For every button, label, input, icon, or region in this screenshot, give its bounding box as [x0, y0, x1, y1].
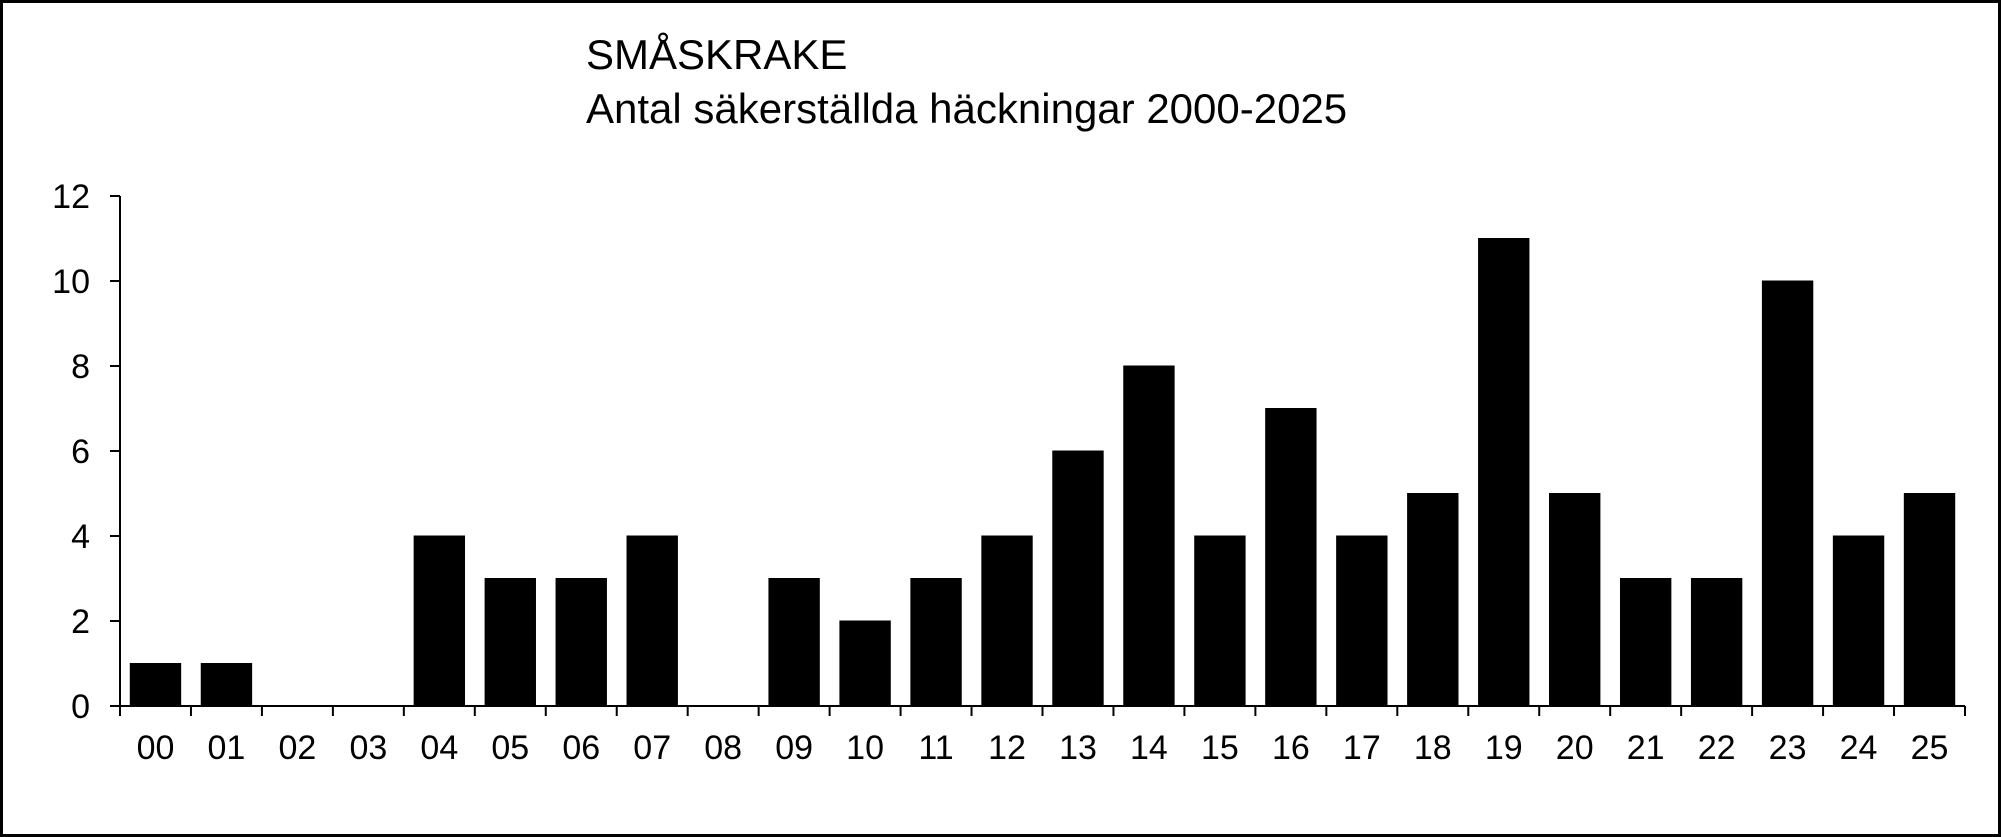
x-tick-label: 04 — [420, 729, 458, 767]
bar-06 — [555, 578, 607, 707]
bar-19 — [1478, 238, 1530, 707]
x-tick-label: 00 — [137, 729, 175, 767]
bar-11 — [910, 578, 962, 707]
bar-12 — [981, 535, 1033, 707]
x-tick-label: 17 — [1343, 729, 1381, 767]
bar-16 — [1265, 408, 1317, 707]
bar-07 — [626, 535, 678, 707]
x-tick-label: 10 — [846, 729, 884, 767]
bar-series — [129, 238, 1956, 707]
x-tick-label: 21 — [1627, 729, 1665, 767]
x-tick-label: 07 — [633, 729, 671, 767]
y-axis: 0 2 4 6 8 10 12 — [52, 178, 121, 726]
x-tick-label: 25 — [1911, 729, 1949, 767]
x-tick-label: 01 — [208, 729, 246, 767]
chart-subtitle: Antal säkerställda häckningar 2000-2025 — [586, 85, 1347, 132]
bar-14 — [1123, 365, 1175, 707]
bar-00 — [129, 663, 182, 707]
bar-15 — [1194, 535, 1246, 707]
bar-22 — [1690, 578, 1743, 707]
y-tick-label: 0 — [71, 688, 90, 726]
x-tick-label: 12 — [988, 729, 1026, 767]
x-tick-label: 02 — [278, 729, 316, 767]
bar-21 — [1619, 578, 1672, 707]
bar-01 — [200, 663, 253, 707]
x-tick-label: 16 — [1272, 729, 1310, 767]
x-tick-label: 08 — [704, 729, 742, 767]
x-tick-label: 20 — [1556, 729, 1594, 767]
bar-05 — [484, 578, 536, 707]
y-tick-label: 10 — [52, 263, 90, 301]
bar-17 — [1336, 535, 1388, 707]
chart-title: SMÅSKRAKE — [586, 31, 847, 78]
bar-20 — [1549, 493, 1601, 707]
x-tick-label: 18 — [1414, 729, 1452, 767]
x-tick-label: 24 — [1840, 729, 1878, 767]
x-tick-label: 14 — [1130, 729, 1168, 767]
x-tick-label: 23 — [1769, 729, 1807, 767]
bar-13 — [1052, 450, 1104, 707]
x-tick-label: 03 — [349, 729, 387, 767]
bar-10 — [839, 620, 891, 707]
bar-24 — [1832, 535, 1885, 707]
x-tick-label: 11 — [918, 729, 953, 767]
bar-chart: SMÅSKRAKE Antal säkerställda häckningar … — [52, 31, 1966, 767]
x-tick-label: 13 — [1059, 729, 1097, 767]
x-tick-label: 19 — [1485, 729, 1523, 767]
x-tick-label: 09 — [775, 729, 813, 767]
x-axis: 00 01 02 03 04 05 06 07 08 09 10 11 12 13 14 15 16 17 18 19… — [119, 705, 1966, 767]
bar-25 — [1903, 493, 1956, 707]
bar-04 — [413, 535, 466, 707]
bar-23 — [1761, 280, 1814, 707]
y-tick-label: 6 — [71, 433, 90, 471]
bar-18 — [1407, 493, 1459, 707]
y-tick-label: 4 — [71, 518, 90, 556]
x-tick-label: 06 — [562, 729, 600, 767]
x-tick-label: 22 — [1698, 729, 1736, 767]
y-tick-label: 8 — [71, 348, 90, 386]
y-tick-label: 2 — [71, 603, 90, 641]
bar-09 — [768, 578, 820, 707]
x-tick-label: 05 — [491, 729, 529, 767]
x-tick-label: 15 — [1201, 729, 1239, 767]
y-tick-label: 12 — [52, 178, 90, 216]
